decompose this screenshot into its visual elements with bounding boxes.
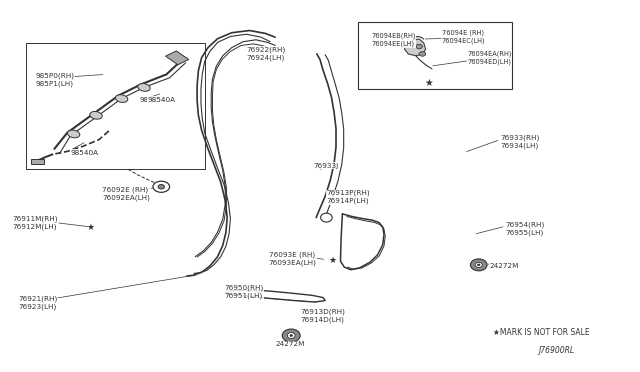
Text: 76921(RH)
76923(LH): 76921(RH) 76923(LH) xyxy=(18,296,57,310)
Ellipse shape xyxy=(115,95,128,102)
Text: ★: ★ xyxy=(424,78,433,87)
Text: 76913P(RH)
76914P(LH): 76913P(RH) 76914P(LH) xyxy=(326,190,370,204)
Ellipse shape xyxy=(153,181,170,192)
Text: 98540A: 98540A xyxy=(140,97,166,103)
Text: 98540A: 98540A xyxy=(147,97,175,103)
Text: 76933J: 76933J xyxy=(314,163,339,169)
Text: J76900RL: J76900RL xyxy=(539,346,575,355)
Ellipse shape xyxy=(90,112,102,119)
Ellipse shape xyxy=(476,262,483,267)
Text: 24272M: 24272M xyxy=(275,341,305,347)
Text: 76954(RH)
76955(LH): 76954(RH) 76955(LH) xyxy=(506,222,545,236)
Text: ★MARK IS NOT FOR SALE: ★MARK IS NOT FOR SALE xyxy=(493,328,589,337)
Text: 76094EA(RH)
76094ED(LH): 76094EA(RH) 76094ED(LH) xyxy=(467,51,512,65)
Text: ★: ★ xyxy=(87,223,95,232)
Ellipse shape xyxy=(290,335,292,336)
Text: 985P0(RH)
985P1(LH): 985P0(RH) 985P1(LH) xyxy=(35,73,74,87)
Ellipse shape xyxy=(67,130,80,138)
Text: 76933(RH)
76934(LH): 76933(RH) 76934(LH) xyxy=(500,135,540,149)
Text: 76094EB(RH)
76094EE(LH): 76094EB(RH) 76094EE(LH) xyxy=(371,33,416,47)
Text: 76094E (RH)
76094EC(LH): 76094E (RH) 76094EC(LH) xyxy=(442,30,485,44)
Ellipse shape xyxy=(158,185,164,189)
Bar xyxy=(26,43,205,169)
Text: 76922(RH)
76924(LH): 76922(RH) 76924(LH) xyxy=(246,47,285,61)
Ellipse shape xyxy=(321,213,332,222)
Ellipse shape xyxy=(282,329,300,342)
Text: 76092E (RH)
76092EA(LH): 76092E (RH) 76092EA(LH) xyxy=(102,186,150,201)
Ellipse shape xyxy=(477,264,480,266)
Ellipse shape xyxy=(416,44,422,49)
Ellipse shape xyxy=(419,52,426,56)
Bar xyxy=(358,22,512,89)
Text: 76911M(RH)
76912M(LH): 76911M(RH) 76912M(LH) xyxy=(13,216,58,230)
Text: 24272M: 24272M xyxy=(490,263,519,269)
Text: 98540A: 98540A xyxy=(70,150,99,155)
Text: 76950(RH)
76951(LH): 76950(RH) 76951(LH) xyxy=(224,285,263,299)
Text: ★: ★ xyxy=(329,256,337,265)
Ellipse shape xyxy=(287,333,295,339)
Bar xyxy=(166,51,189,65)
Text: 76093E (RH)
76093EA(LH): 76093E (RH) 76093EA(LH) xyxy=(269,251,317,266)
Ellipse shape xyxy=(470,259,487,271)
Ellipse shape xyxy=(138,84,150,91)
Polygon shape xyxy=(404,39,426,56)
Bar xyxy=(31,159,44,164)
Text: 76913D(RH)
76914D(LH): 76913D(RH) 76914D(LH) xyxy=(301,308,346,323)
